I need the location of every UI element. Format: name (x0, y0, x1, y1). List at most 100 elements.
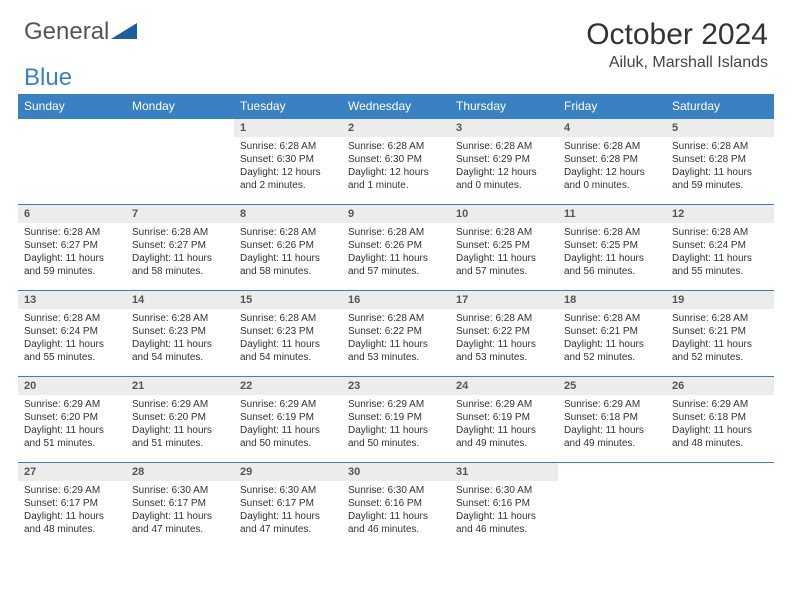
calendar-week: 27Sunrise: 6:29 AMSunset: 6:17 PMDayligh… (18, 463, 774, 549)
sunrise-text: Sunrise: 6:28 AM (564, 312, 660, 325)
day-details: Sunrise: 6:28 AMSunset: 6:26 PMDaylight:… (342, 223, 450, 282)
daylight-text: Daylight: 11 hours and 46 minutes. (348, 510, 444, 536)
calendar-cell: 15Sunrise: 6:28 AMSunset: 6:23 PMDayligh… (234, 291, 342, 377)
calendar-cell: 20Sunrise: 6:29 AMSunset: 6:20 PMDayligh… (18, 377, 126, 463)
location-subtitle: Ailuk, Marshall Islands (586, 54, 768, 72)
calendar-cell: 8Sunrise: 6:28 AMSunset: 6:26 PMDaylight… (234, 205, 342, 291)
calendar-cell: 31Sunrise: 6:30 AMSunset: 6:16 PMDayligh… (450, 463, 558, 549)
sunrise-text: Sunrise: 6:29 AM (564, 398, 660, 411)
sunset-text: Sunset: 6:16 PM (348, 497, 444, 510)
daylight-text: Daylight: 11 hours and 49 minutes. (456, 424, 552, 450)
brand-part1: General (24, 18, 109, 46)
daylight-text: Daylight: 11 hours and 54 minutes. (132, 338, 228, 364)
brand-logo: General (24, 18, 137, 46)
day-number: 20 (18, 377, 126, 395)
sunset-text: Sunset: 6:24 PM (24, 325, 120, 338)
day-header: Sunday (18, 94, 126, 119)
brand-part2: Blue (24, 64, 72, 92)
calendar-cell: 27Sunrise: 6:29 AMSunset: 6:17 PMDayligh… (18, 463, 126, 549)
daylight-text: Daylight: 11 hours and 59 minutes. (24, 252, 120, 278)
daylight-text: Daylight: 11 hours and 53 minutes. (348, 338, 444, 364)
sunrise-text: Sunrise: 6:28 AM (240, 226, 336, 239)
sunset-text: Sunset: 6:22 PM (348, 325, 444, 338)
day-details: Sunrise: 6:28 AMSunset: 6:29 PMDaylight:… (450, 137, 558, 196)
day-number: 4 (558, 119, 666, 137)
day-details: Sunrise: 6:28 AMSunset: 6:25 PMDaylight:… (558, 223, 666, 282)
day-details: Sunrise: 6:28 AMSunset: 6:26 PMDaylight:… (234, 223, 342, 282)
sunset-text: Sunset: 6:26 PM (348, 239, 444, 252)
day-number: 12 (666, 205, 774, 223)
daylight-text: Daylight: 11 hours and 46 minutes. (456, 510, 552, 536)
sunrise-text: Sunrise: 6:29 AM (24, 398, 120, 411)
day-details: Sunrise: 6:28 AMSunset: 6:24 PMDaylight:… (18, 309, 126, 368)
day-details: Sunrise: 6:29 AMSunset: 6:19 PMDaylight:… (342, 395, 450, 454)
calendar-cell: 6Sunrise: 6:28 AMSunset: 6:27 PMDaylight… (18, 205, 126, 291)
sunset-text: Sunset: 6:27 PM (24, 239, 120, 252)
day-number: 10 (450, 205, 558, 223)
calendar-body: 1Sunrise: 6:28 AMSunset: 6:30 PMDaylight… (18, 119, 774, 549)
day-number: 14 (126, 291, 234, 309)
daylight-text: Daylight: 12 hours and 1 minute. (348, 166, 444, 192)
daylight-text: Daylight: 11 hours and 58 minutes. (240, 252, 336, 278)
sunset-text: Sunset: 6:19 PM (240, 411, 336, 424)
sunrise-text: Sunrise: 6:30 AM (132, 484, 228, 497)
calendar-cell: 19Sunrise: 6:28 AMSunset: 6:21 PMDayligh… (666, 291, 774, 377)
daylight-text: Daylight: 11 hours and 47 minutes. (132, 510, 228, 536)
sunrise-text: Sunrise: 6:29 AM (456, 398, 552, 411)
day-number: 17 (450, 291, 558, 309)
calendar-cell: 2Sunrise: 6:28 AMSunset: 6:30 PMDaylight… (342, 119, 450, 205)
day-details: Sunrise: 6:28 AMSunset: 6:23 PMDaylight:… (126, 309, 234, 368)
daylight-text: Daylight: 11 hours and 55 minutes. (24, 338, 120, 364)
sunrise-text: Sunrise: 6:28 AM (348, 140, 444, 153)
day-details: Sunrise: 6:29 AMSunset: 6:17 PMDaylight:… (18, 481, 126, 540)
calendar-cell: 13Sunrise: 6:28 AMSunset: 6:24 PMDayligh… (18, 291, 126, 377)
day-number: 21 (126, 377, 234, 395)
sunset-text: Sunset: 6:27 PM (132, 239, 228, 252)
brand-triangle-icon (111, 23, 137, 41)
sunset-text: Sunset: 6:21 PM (672, 325, 768, 338)
daylight-text: Daylight: 11 hours and 57 minutes. (348, 252, 444, 278)
daylight-text: Daylight: 11 hours and 53 minutes. (456, 338, 552, 364)
day-number: 15 (234, 291, 342, 309)
calendar-week: 6Sunrise: 6:28 AMSunset: 6:27 PMDaylight… (18, 205, 774, 291)
sunset-text: Sunset: 6:18 PM (564, 411, 660, 424)
day-details: Sunrise: 6:29 AMSunset: 6:19 PMDaylight:… (234, 395, 342, 454)
calendar-cell: 5Sunrise: 6:28 AMSunset: 6:28 PMDaylight… (666, 119, 774, 205)
sunrise-text: Sunrise: 6:28 AM (348, 226, 444, 239)
day-header: Thursday (450, 94, 558, 119)
calendar-cell: 9Sunrise: 6:28 AMSunset: 6:26 PMDaylight… (342, 205, 450, 291)
daylight-text: Daylight: 11 hours and 59 minutes. (672, 166, 768, 192)
day-details: Sunrise: 6:28 AMSunset: 6:24 PMDaylight:… (666, 223, 774, 282)
day-header: Friday (558, 94, 666, 119)
sunset-text: Sunset: 6:23 PM (132, 325, 228, 338)
calendar-week: 20Sunrise: 6:29 AMSunset: 6:20 PMDayligh… (18, 377, 774, 463)
day-number: 29 (234, 463, 342, 481)
sunset-text: Sunset: 6:25 PM (564, 239, 660, 252)
sunset-text: Sunset: 6:29 PM (456, 153, 552, 166)
sunrise-text: Sunrise: 6:28 AM (564, 140, 660, 153)
daylight-text: Daylight: 11 hours and 51 minutes. (132, 424, 228, 450)
calendar-cell: 22Sunrise: 6:29 AMSunset: 6:19 PMDayligh… (234, 377, 342, 463)
sunset-text: Sunset: 6:26 PM (240, 239, 336, 252)
sunrise-text: Sunrise: 6:29 AM (24, 484, 120, 497)
daylight-text: Daylight: 12 hours and 2 minutes. (240, 166, 336, 192)
daylight-text: Daylight: 11 hours and 47 minutes. (240, 510, 336, 536)
sunrise-text: Sunrise: 6:28 AM (564, 226, 660, 239)
calendar-week: 1Sunrise: 6:28 AMSunset: 6:30 PMDaylight… (18, 119, 774, 205)
calendar-cell: 28Sunrise: 6:30 AMSunset: 6:17 PMDayligh… (126, 463, 234, 549)
day-details: Sunrise: 6:28 AMSunset: 6:27 PMDaylight:… (18, 223, 126, 282)
daylight-text: Daylight: 11 hours and 52 minutes. (672, 338, 768, 364)
day-details: Sunrise: 6:29 AMSunset: 6:18 PMDaylight:… (666, 395, 774, 454)
day-details: Sunrise: 6:30 AMSunset: 6:17 PMDaylight:… (234, 481, 342, 540)
sunrise-text: Sunrise: 6:29 AM (240, 398, 336, 411)
day-details: Sunrise: 6:30 AMSunset: 6:17 PMDaylight:… (126, 481, 234, 540)
sunset-text: Sunset: 6:17 PM (24, 497, 120, 510)
day-number: 2 (342, 119, 450, 137)
sunrise-text: Sunrise: 6:28 AM (456, 226, 552, 239)
sunrise-text: Sunrise: 6:30 AM (240, 484, 336, 497)
sunset-text: Sunset: 6:20 PM (24, 411, 120, 424)
calendar-cell: 30Sunrise: 6:30 AMSunset: 6:16 PMDayligh… (342, 463, 450, 549)
day-details: Sunrise: 6:28 AMSunset: 6:28 PMDaylight:… (558, 137, 666, 196)
calendar-cell (126, 119, 234, 205)
sunset-text: Sunset: 6:19 PM (456, 411, 552, 424)
